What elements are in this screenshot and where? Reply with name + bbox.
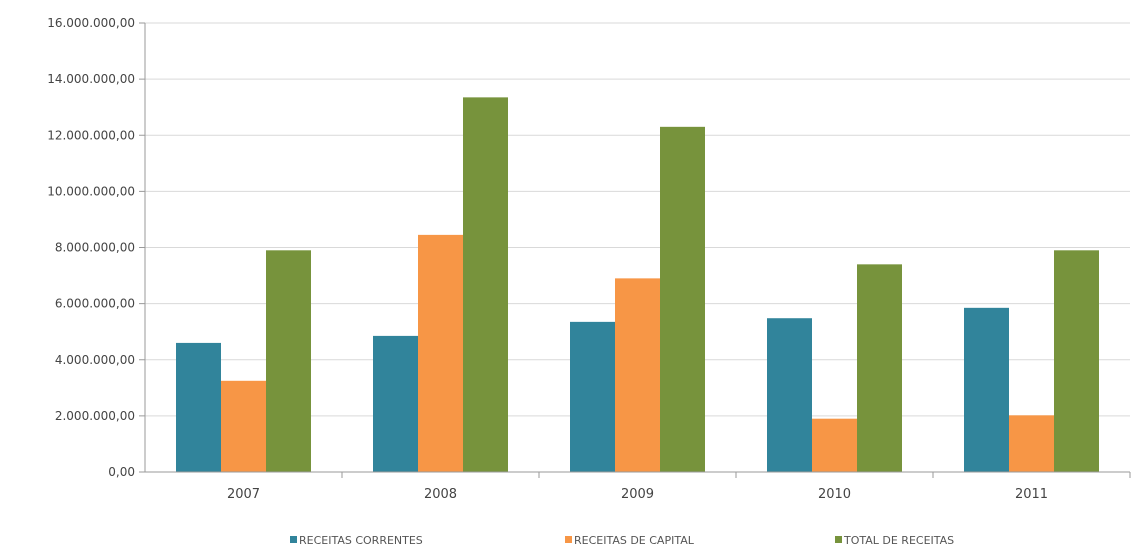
axes: [139, 22, 1131, 478]
bar-total-de-receitas-2010: [857, 264, 902, 472]
legend-swatch: [290, 536, 297, 543]
legend-swatch: [565, 536, 572, 543]
bar-receitas-correntes-2007: [176, 342, 221, 472]
x-tick-label: 2011: [1015, 487, 1048, 502]
bar-receitas-correntes-2009: [570, 321, 615, 472]
bar-receitas-de-capital-2011: [1009, 415, 1054, 472]
bar-receitas-de-capital-2010: [812, 418, 857, 472]
bar-receitas-de-capital-2007: [221, 380, 266, 472]
legend-label: RECEITAS CORRENTES: [299, 534, 423, 547]
legend-label: TOTAL DE RECEITAS: [843, 534, 954, 547]
y-tick-label: 0,00: [108, 465, 135, 479]
bar-receitas-de-capital-2009: [615, 278, 660, 472]
y-tick-label: 4.000.000,00: [55, 353, 135, 367]
bar-receitas-correntes-2010: [767, 318, 812, 472]
bar-total-de-receitas-2009: [660, 126, 705, 473]
y-axis-ticks: 0,00 2.000.000,00 4.000.000,00 6.000.000,00…: [47, 16, 135, 479]
bar-total-de-receitas-2007: [266, 250, 311, 472]
y-tick-label: 2.000.000,00: [55, 409, 135, 423]
legend-swatch: [835, 536, 842, 543]
y-tick-label: 8.000.000,00: [55, 241, 135, 255]
legend: RECEITAS CORRENTES RECEITAS DE CAPITAL TOT…: [290, 534, 954, 547]
x-tick-label: 2010: [818, 487, 851, 502]
x-axis-ticks: 2007 2008 2009 2010 2011: [227, 487, 1048, 502]
x-tick-label: 2009: [621, 487, 654, 502]
legend-label: RECEITAS DE CAPITAL: [574, 534, 695, 547]
bar-total-de-receitas-2008: [463, 97, 508, 472]
y-tick-label: 16.000.000,00: [47, 16, 135, 30]
bar-receitas-correntes-2008: [373, 335, 418, 472]
bars: [176, 97, 1099, 473]
y-tick-label: 6.000.000,00: [55, 297, 135, 311]
y-tick-label: 14.000.000,00: [47, 72, 135, 86]
x-tick-label: 2008: [424, 487, 457, 502]
bar-receitas-de-capital-2008: [418, 234, 463, 472]
y-tick-label: 12.000.000,00: [47, 128, 135, 142]
x-tick-label: 2007: [227, 487, 260, 502]
bar-receitas-correntes-2011: [964, 307, 1009, 472]
bar-total-de-receitas-2011: [1054, 250, 1099, 472]
y-tick-label: 10.000.000,00: [47, 184, 135, 198]
